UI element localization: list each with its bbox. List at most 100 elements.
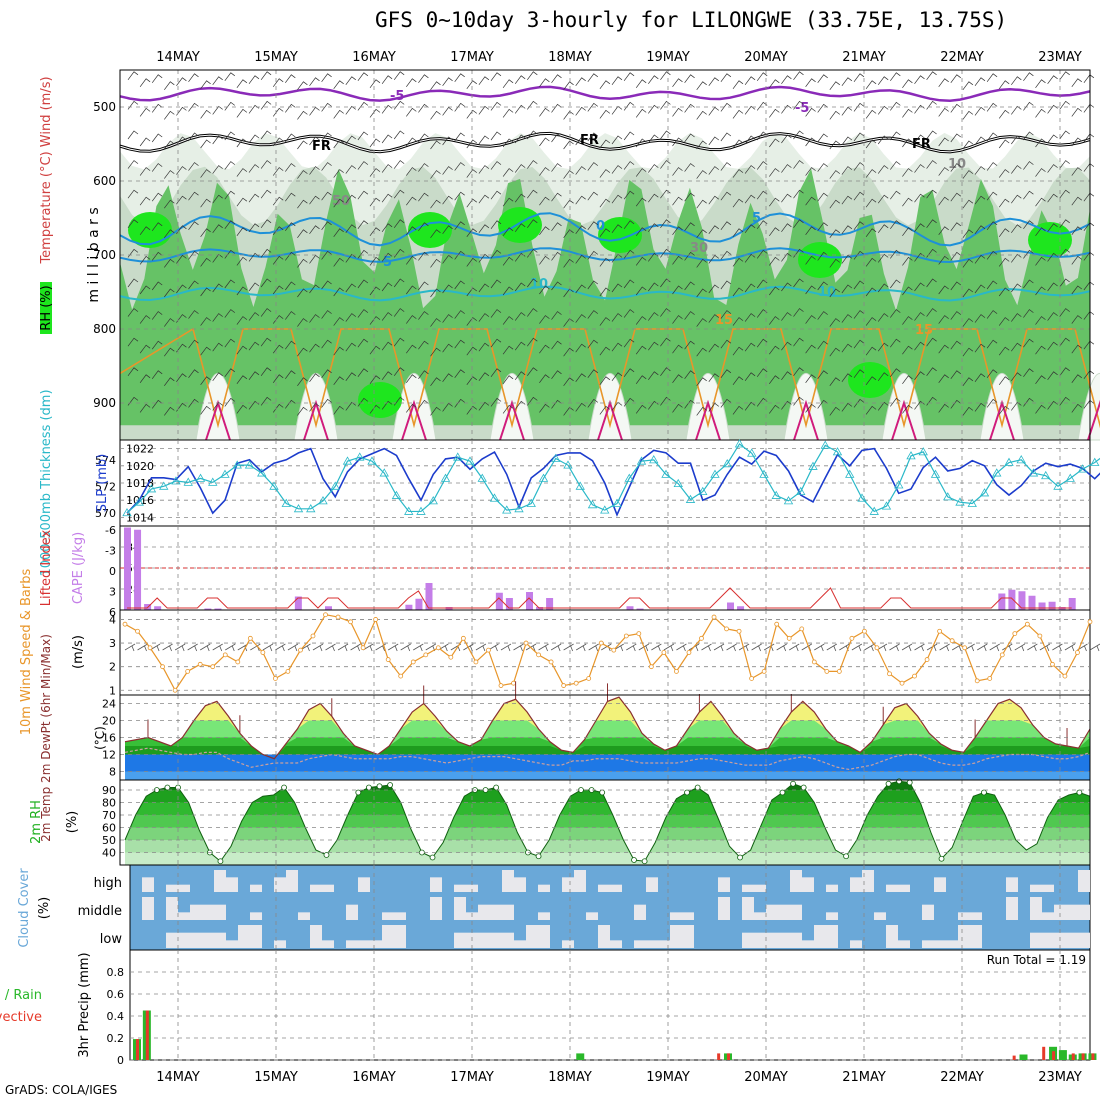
upper-wind-barb (260, 278, 272, 288)
upper-wind-barb (587, 250, 599, 260)
date-label-bottom: 18MAY (548, 1070, 592, 1085)
upper-wind-barb (841, 77, 853, 87)
precip-total-bar (1019, 1054, 1028, 1060)
upper-wind-barb (902, 108, 913, 118)
wind10-marker (523, 640, 529, 646)
thickness-marker (428, 496, 438, 505)
wind10-marker (410, 659, 416, 665)
cape-bar (727, 602, 734, 610)
cloud-bar (682, 925, 694, 948)
upper-wind-barb (212, 224, 223, 234)
temp2m-tick-label: 24 (102, 698, 116, 711)
wind10-barb (137, 643, 148, 652)
upper-wind-barb (732, 376, 744, 386)
upper-wind-barb (454, 221, 465, 231)
upper-wind-barb (260, 160, 272, 169)
upper-wind-barb (720, 221, 732, 231)
rh2m-tick-label: 90 (102, 784, 116, 797)
upper-wind-barb (466, 287, 478, 297)
upper-wind-barb (623, 101, 635, 111)
cloud-bar (1066, 904, 1078, 920)
upper-wind-barb (539, 344, 550, 354)
upper-wind-barb (623, 309, 635, 318)
upper-wind-barb (176, 284, 187, 294)
upper-wind-barb (648, 223, 659, 233)
upper-wind-barb (248, 341, 260, 351)
upper-wind-barb (127, 219, 139, 229)
rh2m-marker (843, 853, 849, 860)
wind10-barb (174, 643, 186, 652)
upper-wind-barb (454, 162, 465, 171)
wind10-marker (962, 645, 968, 651)
upper-wind-barb (357, 220, 369, 230)
upper-wind-barb (236, 316, 248, 325)
upper-wind-barb (623, 72, 635, 82)
upper-wind-barb (478, 313, 490, 322)
cape-bar (1018, 591, 1026, 610)
upper-wind-barb (611, 253, 623, 263)
upper-wind-barb (986, 369, 998, 379)
upper-wind-barb (418, 222, 429, 232)
upper-wind-barb (684, 281, 695, 291)
thickness-marker (1028, 468, 1039, 477)
upper-wind-barb (1035, 375, 1046, 385)
upper-wind-barb (744, 76, 756, 86)
upper-wind-barb (260, 337, 272, 347)
upper-wind-barb (986, 162, 998, 171)
upper-wind-barb (829, 170, 841, 179)
upper-wind-barb (575, 106, 586, 116)
cape-bar (1008, 589, 1016, 610)
precip-convective-bar (717, 1053, 721, 1060)
rh-high-patch (128, 212, 172, 248)
upper-wind-barb (151, 103, 163, 113)
cloud-bar (826, 912, 838, 920)
upper-wind-barb (587, 369, 599, 379)
upper-wind-barb (829, 347, 841, 357)
upper-wind-barb (684, 251, 695, 261)
wind10-marker (598, 640, 604, 646)
thickness-marker (514, 503, 524, 513)
thickness-marker (122, 507, 132, 517)
upper-wind-barb (623, 249, 635, 259)
cloud-bar (790, 932, 802, 948)
upper-wind-barb (660, 308, 671, 317)
rh-high-patch (798, 242, 842, 278)
upper-wind-barb (1011, 283, 1022, 293)
upper-wind-barb (321, 369, 332, 379)
upper-wind-barb (164, 288, 175, 298)
upper-wind-barb (151, 192, 163, 202)
upper-wind-barb (744, 165, 756, 174)
upper-wind-barb (127, 130, 139, 140)
upper-wind-barb (986, 102, 998, 112)
wind10-marker (611, 647, 617, 653)
cloud-bar (346, 940, 358, 948)
wind10-marker (924, 657, 930, 662)
upper-wind-barb (139, 255, 151, 265)
precip-total-bar (1058, 1050, 1067, 1060)
upper-wind-barb (164, 110, 175, 120)
thickness-marker (808, 461, 818, 470)
wind10-barb (1064, 643, 1076, 652)
upper-wind-barb (357, 161, 369, 170)
wind10-marker (1075, 650, 1080, 655)
thickness-marker (306, 503, 316, 513)
thickness-marker (159, 481, 169, 490)
upper-wind-barb (333, 287, 344, 297)
wind10-marker (849, 635, 855, 641)
upper-wind-barb (454, 369, 465, 379)
wind10-tick-label: 4 (109, 613, 116, 626)
li-label: Lifted Index (39, 529, 54, 606)
thickness-marker (1065, 473, 1075, 482)
upper-wind-barb (1071, 226, 1083, 236)
upper-wind-barb (865, 169, 877, 178)
thickness-marker (869, 506, 879, 515)
upper-wind-barb (817, 163, 828, 172)
upper-wind-barb (587, 132, 599, 142)
upper-wind-barb (1059, 278, 1070, 288)
temp2m-tick-label: 20 (102, 715, 116, 728)
upper-wind-barb (321, 280, 332, 290)
upper-wind-barb (345, 105, 357, 115)
upper-wind-barb (236, 404, 248, 414)
upper-wind-barb (321, 191, 332, 201)
upper-wind-barb (926, 71, 937, 81)
